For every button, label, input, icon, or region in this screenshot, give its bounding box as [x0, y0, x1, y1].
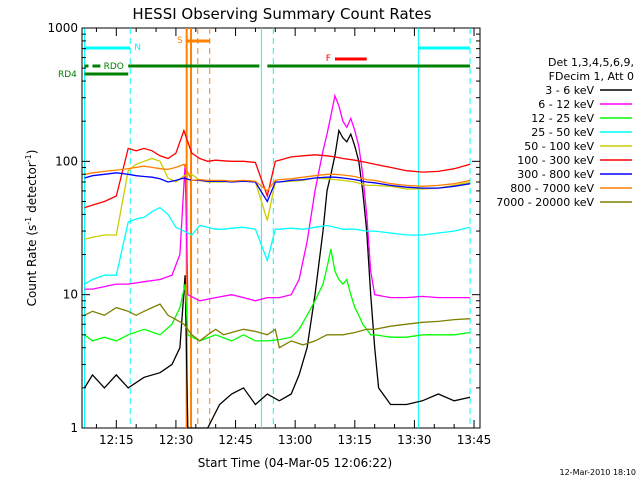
x-tick-label-4: 13:15 — [337, 433, 372, 447]
x-tick-label-5: 13:30 — [397, 433, 432, 447]
flag-label-rd4: RD4 — [58, 70, 77, 80]
x-tick-label-1: 12:30 — [159, 433, 194, 447]
y-tick-label-3: 1000 — [47, 21, 78, 35]
y-tick-label-2: 100 — [55, 154, 78, 168]
legend-label-7: 800 - 7000 keV — [510, 182, 594, 195]
series-line-8 — [84, 303, 471, 349]
x-tick-label-0: 12:15 — [99, 433, 134, 447]
series-line-1 — [84, 93, 471, 302]
x-tick-label-6: 13:45 — [457, 433, 492, 447]
x-axis-label: Start Time (04-Mar-05 12:06:22) — [198, 456, 392, 470]
legend-label-0: 3 - 6 keV — [545, 84, 594, 97]
series-layer — [83, 93, 471, 429]
flag-label-n: N — [134, 43, 141, 53]
legend: Det 1,3,4,5,6,9,FDecim 1, Att 03 - 6 keV… — [496, 56, 634, 209]
chart-title: HESSI Observing Summary Count Rates — [132, 5, 431, 23]
legend-label-3: 25 - 50 keV — [531, 126, 594, 139]
legend-label-5: 100 - 300 keV — [517, 154, 594, 167]
legend-header-1: FDecim 1, Att 0 — [549, 70, 634, 83]
flag-label-s: S — [177, 36, 183, 46]
series-line-0 — [83, 128, 471, 429]
axes-layer: 1 10 100 1000 12:15 12:30 12:45 13:00 13:15 13:30… — [47, 21, 491, 447]
series-line-3 — [84, 206, 471, 285]
flag-label-rdo: RDO — [104, 62, 124, 72]
legend-header-0: Det 1,3,4,5,6,9, — [548, 56, 634, 69]
y-tick-label-0: 1 — [70, 421, 78, 435]
legend-label-2: 12 - 25 keV — [531, 112, 594, 125]
plot-border — [81, 27, 481, 429]
series-line-7 — [84, 163, 471, 192]
legend-label-6: 300 - 800 keV — [517, 168, 594, 181]
y-axis-label: Count Rate (s-1 detector-1) — [24, 150, 39, 307]
legend-label-8: 7000 - 20000 keV — [496, 196, 594, 209]
y-tick-label-1: 10 — [63, 288, 78, 302]
x-tick-label-3: 13:00 — [278, 433, 313, 447]
footer-timestamp: 12-Mar-2010 18:10 — [560, 468, 637, 477]
legend-label-4: 50 - 100 keV — [524, 140, 594, 153]
series-line-6 — [84, 172, 471, 203]
series-line-5 — [84, 128, 471, 209]
series-line-2 — [84, 248, 471, 342]
x-tick-label-2: 12:45 — [218, 433, 253, 447]
plot-frame — [81, 27, 481, 429]
flags-layer: N S F RDO RD4 — [58, 36, 471, 80]
flag-label-f: F — [326, 54, 331, 64]
legend-label-1: 6 - 12 keV — [538, 98, 594, 111]
